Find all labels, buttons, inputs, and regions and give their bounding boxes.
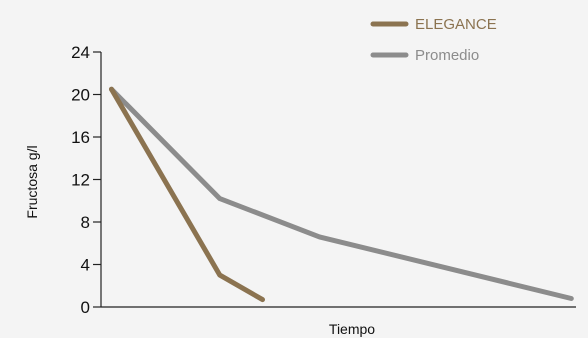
- y-axis-title: Fructosa g/l: [24, 145, 40, 218]
- legend: ELEGANCE Promedio: [370, 16, 497, 64]
- y-tick-label: 12: [71, 171, 90, 190]
- y-tick-label: 4: [81, 256, 90, 275]
- y-tick-label: 8: [81, 213, 90, 232]
- y-tick-label: 24: [71, 43, 90, 62]
- y-tick-label: 16: [71, 128, 90, 147]
- y-ticks: 0 4 8 12 16 20 24: [71, 43, 101, 317]
- y-tick-label: 20: [71, 86, 90, 105]
- series-line-elegance: [109, 86, 265, 303]
- x-axis-title: Tiempo: [329, 321, 375, 337]
- series-lines: [109, 86, 574, 303]
- legend-label-elegance: ELEGANCE: [415, 16, 497, 33]
- y-tick-label: 0: [81, 298, 90, 317]
- legend-label-promedio: Promedio: [415, 47, 479, 64]
- series-line-promedio: [109, 86, 574, 301]
